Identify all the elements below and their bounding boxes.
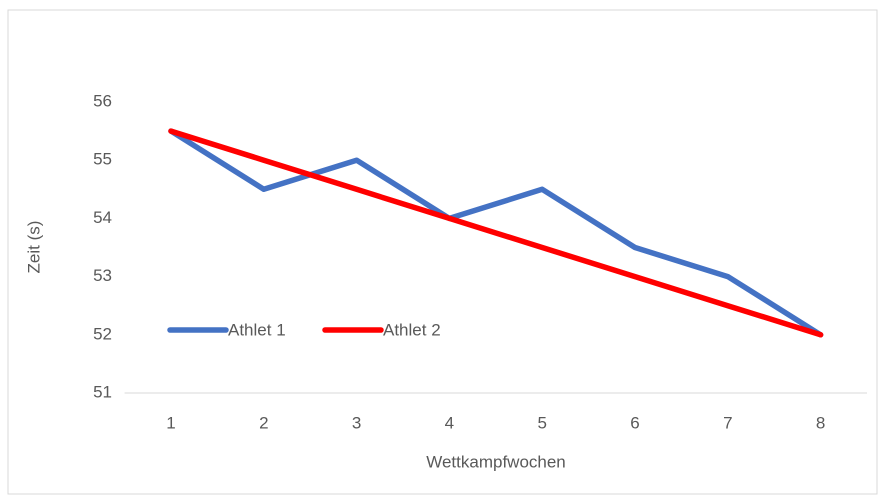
x-tick-label: 4 bbox=[445, 413, 454, 432]
x-axis-title: Wettkampfwochen bbox=[426, 452, 566, 471]
x-tick-label: 7 bbox=[723, 413, 732, 432]
legend-label: Athlet 2 bbox=[383, 320, 441, 339]
y-tick-label: 54 bbox=[93, 208, 112, 227]
x-tick-label: 2 bbox=[259, 413, 268, 432]
x-tick-label: 3 bbox=[352, 413, 361, 432]
x-tick-label: 1 bbox=[166, 413, 175, 432]
chart-border bbox=[7, 9, 878, 495]
y-tick-label: 52 bbox=[93, 324, 112, 343]
x-tick-label: 6 bbox=[630, 413, 639, 432]
x-tick-label: 8 bbox=[816, 413, 825, 432]
y-tick-label: 51 bbox=[93, 382, 112, 401]
series-line bbox=[168, 128, 824, 338]
x-tick-label: 5 bbox=[537, 413, 546, 432]
y-tick-label: 53 bbox=[93, 266, 112, 285]
y-tick-label: 55 bbox=[93, 150, 112, 169]
series-line bbox=[168, 128, 824, 338]
y-tick-label: 56 bbox=[93, 91, 112, 110]
legend-label: Athlet 1 bbox=[228, 320, 286, 339]
y-axis-title: Zeit (s) bbox=[24, 221, 43, 274]
